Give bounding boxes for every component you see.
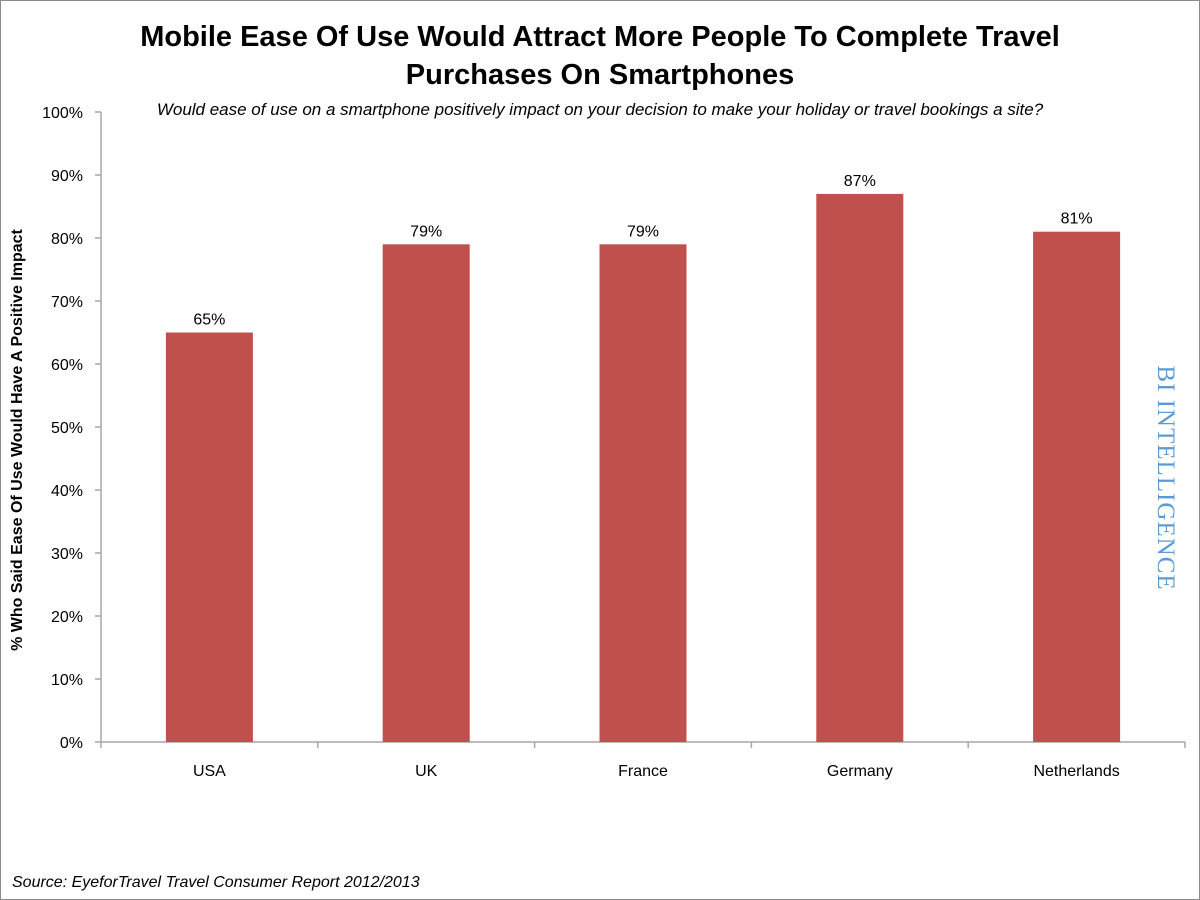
data-label: 87%: [844, 173, 876, 190]
bar-usa: [165, 332, 253, 742]
y-tick-label: 80%: [51, 231, 83, 248]
y-tick-label: 30%: [51, 546, 83, 563]
bar-netherlands: [1033, 231, 1121, 742]
x-tick-label: Netherlands: [1033, 763, 1119, 780]
data-label: 81%: [1061, 211, 1093, 228]
x-tick-label: UK: [415, 763, 438, 780]
bar-uk: [382, 244, 470, 743]
chart-subtitle: Would ease of use on a smartphone positi…: [156, 100, 1044, 119]
y-tick-label: 60%: [51, 357, 83, 374]
y-tick-label: 10%: [51, 672, 83, 689]
x-tick-label: France: [618, 763, 668, 780]
y-tick-label: 20%: [51, 609, 83, 626]
chart-title: Mobile Ease Of Use Would Attract More Pe…: [140, 21, 1060, 91]
bar-france: [599, 244, 687, 743]
bar-germany: [816, 193, 904, 742]
y-tick-label: 40%: [51, 483, 83, 500]
y-tick-label: 100%: [42, 105, 83, 122]
y-tick-label: 50%: [51, 420, 83, 437]
y-tick-label: 90%: [51, 168, 83, 185]
data-label: 79%: [627, 223, 659, 240]
y-tick-label: 70%: [51, 294, 83, 311]
data-label: 79%: [410, 223, 442, 240]
y-tick-label: 0%: [60, 735, 83, 752]
source-note: Source: EyeforTravel Travel Consumer Rep…: [12, 874, 420, 891]
x-tick-label: Germany: [827, 763, 893, 780]
x-tick-label: USA: [193, 763, 226, 780]
data-label: 65%: [193, 312, 225, 329]
